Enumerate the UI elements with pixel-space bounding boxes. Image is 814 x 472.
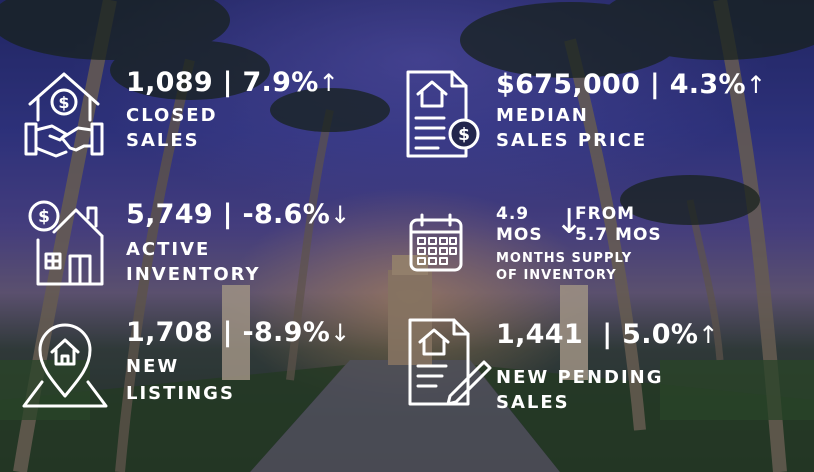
- months-supply-label-line2: OF INVENTORY: [496, 268, 617, 283]
- document-pen-icon: [406, 316, 492, 408]
- new-pending-value: 1,441 | 5.0%↑: [496, 319, 719, 350]
- house-handshake-icon: $: [22, 68, 106, 164]
- up-arrow-icon: ↑: [698, 321, 719, 349]
- new-listings-label-line2: LISTINGS: [126, 383, 235, 404]
- active-inventory-label-line2: INVENTORY: [126, 264, 261, 285]
- new-listings-label-line1: NEW: [126, 356, 180, 377]
- document-dollar-icon: $: [404, 68, 484, 160]
- median-price-value: $675,000 | 4.3%↑: [496, 69, 767, 100]
- new-pending-label-line1: NEW PENDING: [496, 367, 664, 388]
- calendar-icon: [408, 212, 464, 274]
- svg-text:$: $: [458, 125, 470, 145]
- down-arrow-icon: ↓: [330, 319, 351, 347]
- svg-text:$: $: [38, 207, 50, 227]
- median-price-label-line2: SALES PRICE: [496, 130, 648, 151]
- house-dollar-icon: $: [26, 198, 108, 290]
- up-arrow-icon: ↑: [745, 71, 767, 99]
- months-supply-current: 4.9: [496, 204, 530, 224]
- new-listings-value: 1,708 | -8.9%↓: [126, 317, 351, 348]
- active-inventory-value: 5,749 | -8.6%↓: [126, 199, 351, 230]
- down-arrow-icon: ↓: [330, 201, 351, 229]
- svg-text:$: $: [58, 93, 69, 112]
- median-price-label-line1: MEDIAN: [496, 105, 589, 126]
- active-inventory-label-line1: ACTIVE: [126, 239, 211, 260]
- months-supply-current-unit: MOS: [496, 225, 543, 245]
- closed-sales-label-line2: SALES: [126, 130, 200, 151]
- months-supply-label-line1: MONTHS SUPPLY: [496, 251, 633, 266]
- months-supply-previous: 5.7 MOS: [575, 225, 662, 245]
- months-supply-from-label: FROM: [575, 204, 636, 224]
- up-arrow-icon: ↑: [318, 69, 339, 97]
- closed-sales-label-line1: CLOSED: [126, 105, 218, 126]
- location-pin-house-icon: [20, 318, 110, 410]
- down-arrow-icon: ↓: [555, 202, 584, 242]
- new-pending-label-line2: SALES: [496, 392, 570, 413]
- closed-sales-value: 1,089 | 7.9%↑: [126, 67, 339, 98]
